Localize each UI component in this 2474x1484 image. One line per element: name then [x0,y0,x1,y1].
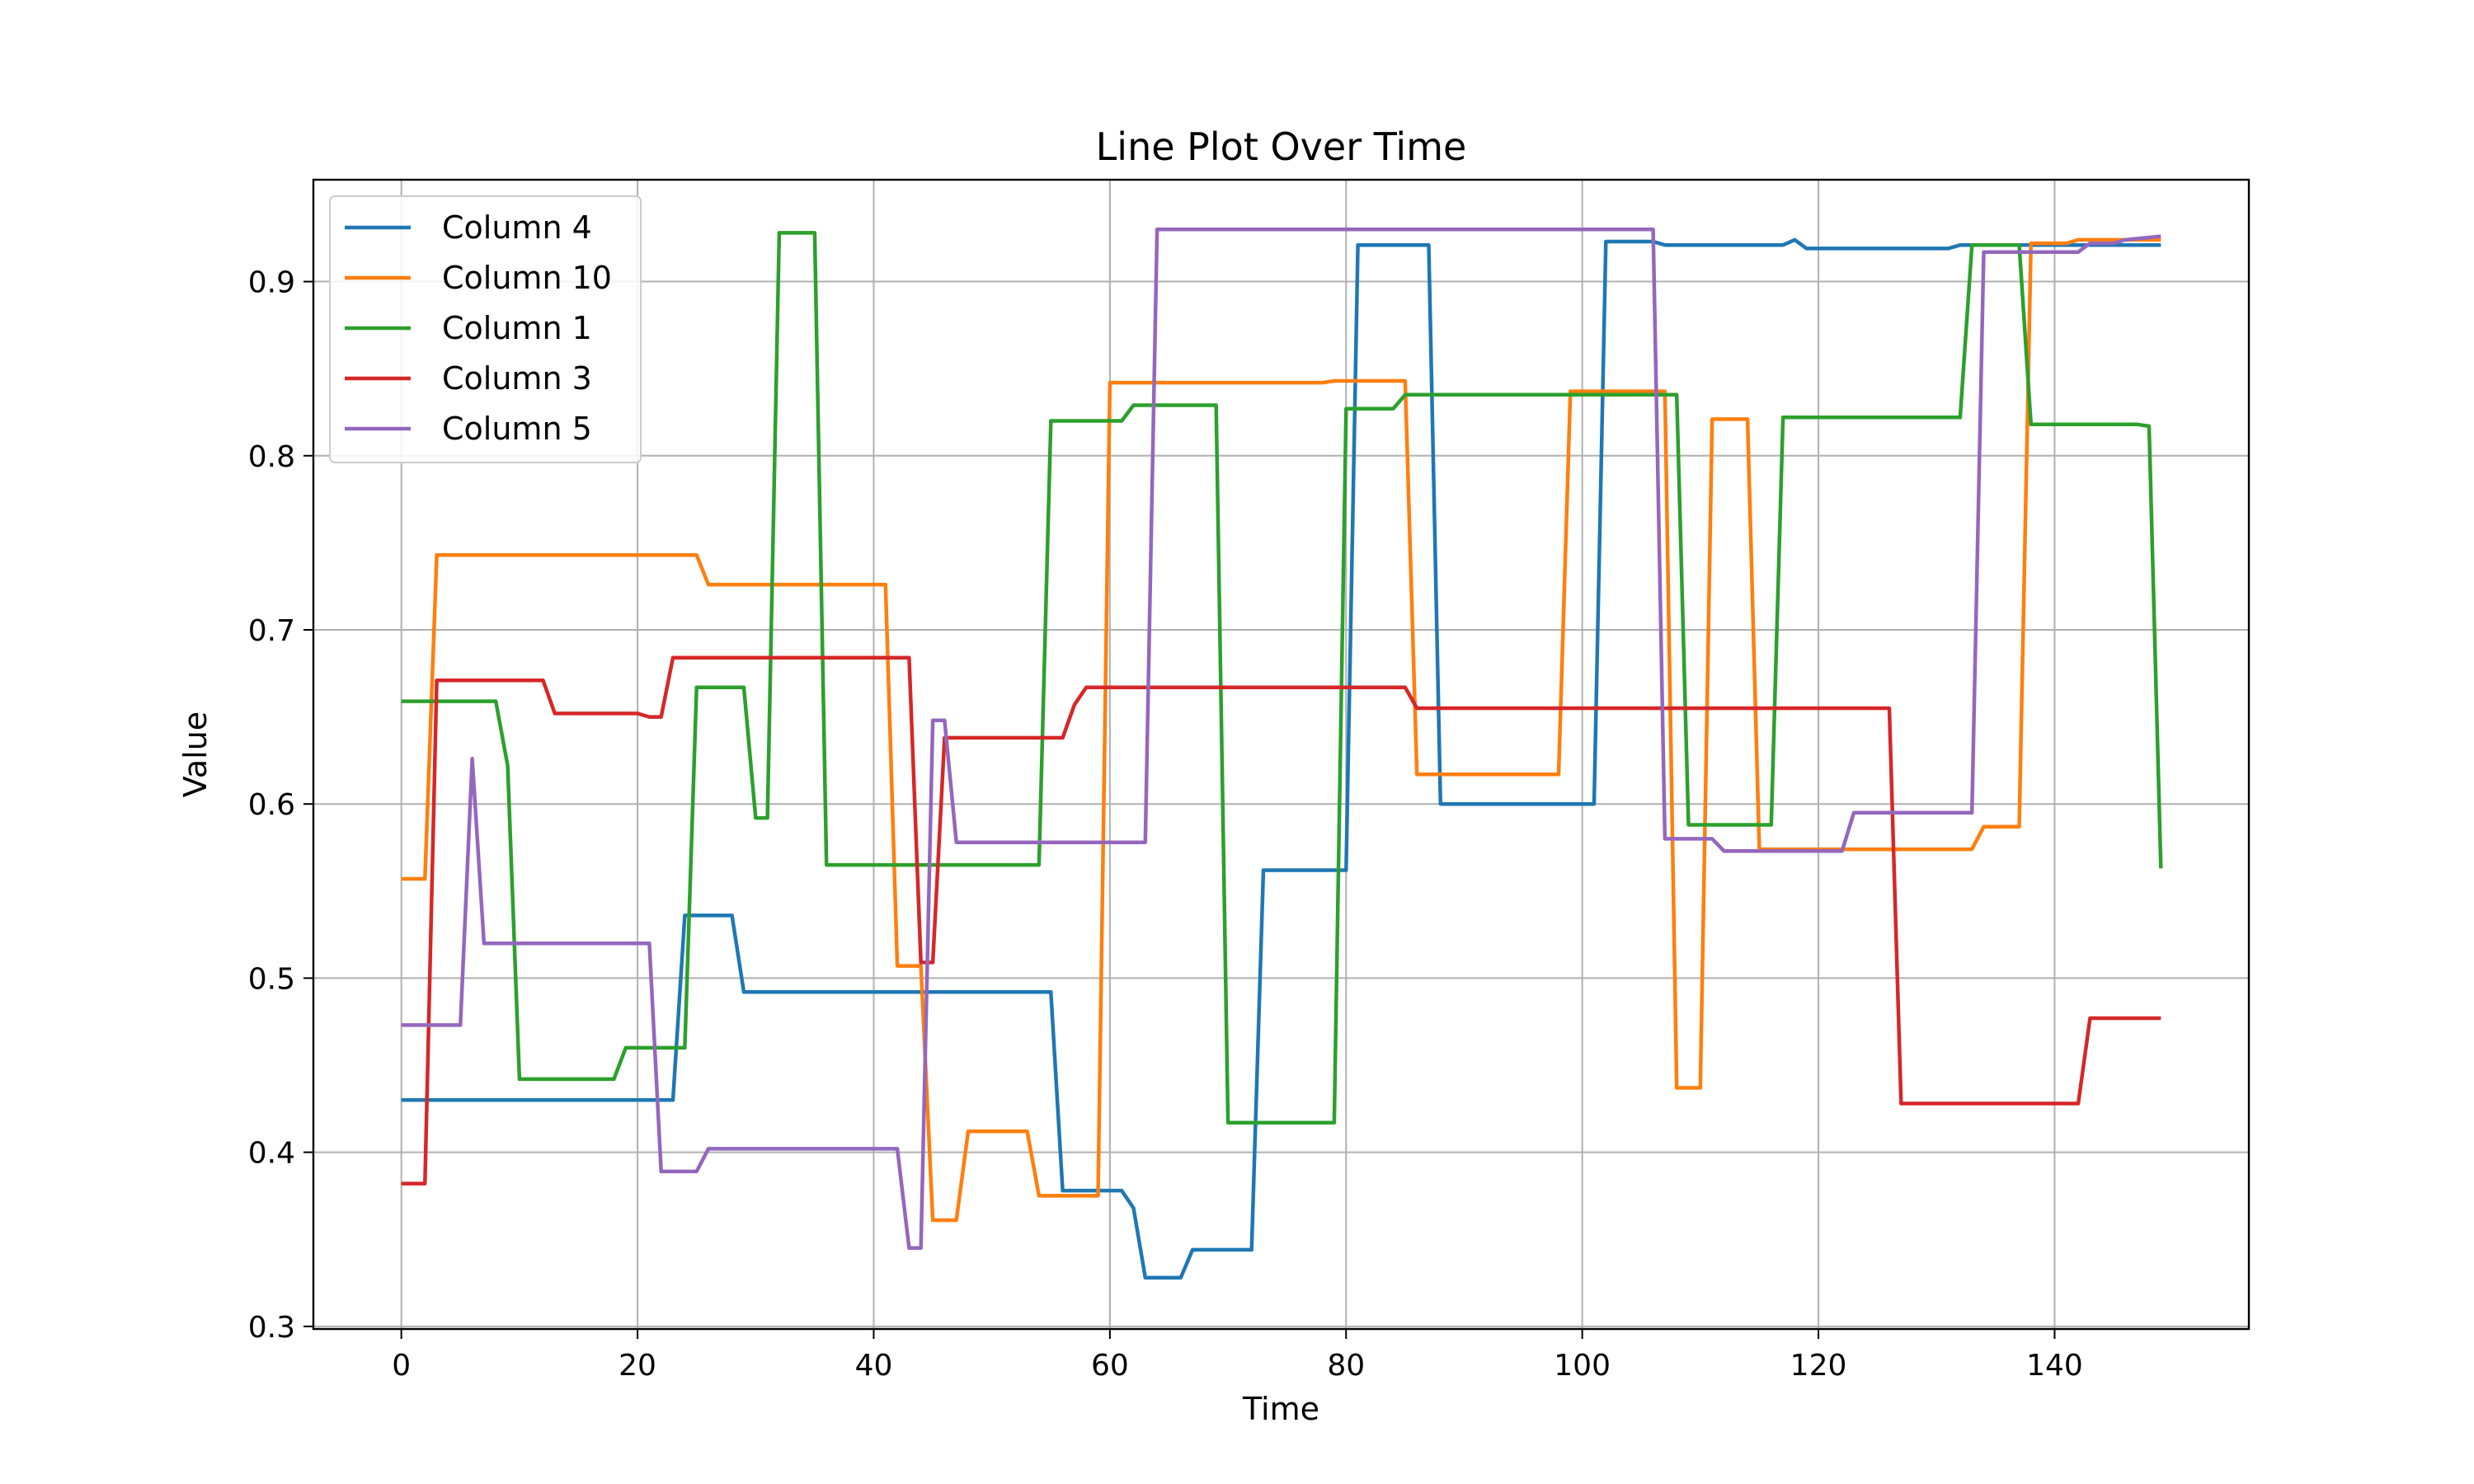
y-tick-label: 0.5 [248,962,295,996]
grid [313,180,2249,1329]
series-line-1 [401,237,2161,1280]
y-tick-label: 0.9 [248,266,295,300]
legend-label-4: Column 3 [442,360,592,397]
series-line-5 [401,227,2161,1251]
legend-box [329,195,642,463]
series-line-2 [401,237,2161,1223]
y-tick-label: 0.3 [248,1311,295,1345]
series-line-3 [401,231,2163,1125]
x-tick-label: 80 [1327,1349,1365,1383]
y-tick-label: 0.7 [248,614,295,648]
y-tick-label: 0.6 [248,788,295,822]
x-tick-label: 120 [1790,1349,1847,1383]
chart-title: Line Plot Over Time [1096,124,1467,169]
x-axis-title: Time [1242,1391,1319,1427]
x-tick-label: 60 [1091,1349,1129,1383]
series-lines [401,227,2163,1280]
y-tick-label: 0.4 [248,1137,295,1171]
legend-label-1: Column 4 [442,209,592,246]
series-line-4 [401,655,2161,1186]
x-tick-label: 100 [1554,1349,1611,1383]
y-axis-title: Value [177,711,214,797]
y-tick-label: 0.8 [248,440,295,474]
x-tick-label: 20 [618,1349,656,1383]
legend: Column 4 Column 10 Column 1 Column 3 Column … [329,195,642,463]
legend-label-3: Column 1 [442,310,592,346]
x-tick-label: 40 [855,1349,893,1383]
legend-label-5: Column 5 [442,411,592,447]
x-tick-label: 0 [392,1349,411,1383]
legend-label-2: Column 10 [442,260,612,296]
axis-ticks: 0 20 40 60 80 100 120 140 0.3 0.4 0.5 0.6 0.7 0.8 0.9 [248,266,2083,1383]
plot-frame [312,178,2251,1331]
x-tick-label: 140 [2026,1349,2083,1383]
